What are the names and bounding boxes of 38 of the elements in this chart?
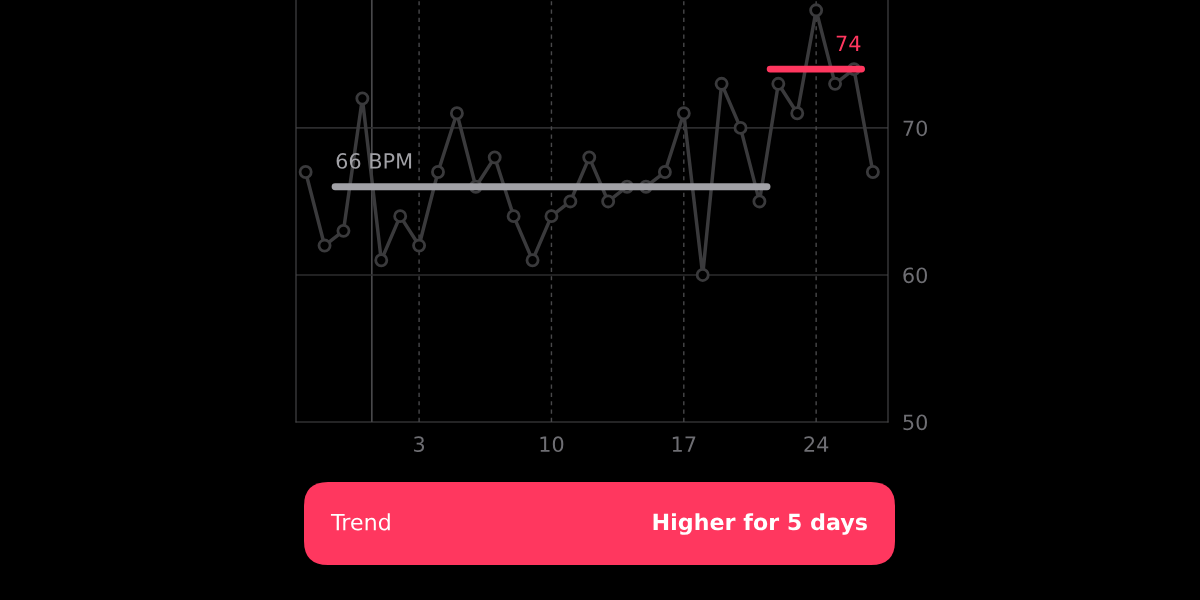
point [393, 209, 408, 224]
point [431, 165, 445, 179]
point [487, 150, 502, 165]
y-tick-label: 50 [903, 414, 928, 431]
point [374, 253, 389, 268]
point [676, 106, 691, 121]
point [506, 209, 521, 224]
point [563, 194, 578, 209]
point [828, 76, 842, 91]
point [336, 223, 351, 238]
point [809, 3, 824, 18]
point [695, 268, 710, 282]
point [449, 106, 464, 121]
point [298, 165, 313, 179]
x-tick-label: 10 [540, 436, 564, 453]
point [317, 238, 332, 253]
text: Trend [330, 513, 390, 531]
point [752, 194, 767, 209]
x-tick-label: 3 [414, 436, 425, 453]
annotation: 74 [836, 35, 861, 51]
point [544, 209, 559, 224]
point [412, 238, 427, 253]
point [790, 106, 805, 121]
point [657, 165, 672, 179]
point [733, 120, 748, 135]
x-tick-label: 24 [804, 436, 829, 452]
annotation: 66 BPM [336, 153, 412, 169]
point [771, 76, 786, 91]
y-tick-label: 70 [903, 120, 928, 137]
point [714, 76, 729, 91]
point [355, 91, 370, 106]
x-tick-label: 17 [672, 436, 696, 452]
point [865, 165, 880, 179]
point [525, 253, 540, 268]
point [601, 194, 616, 209]
y-tick-label: 60 [903, 267, 928, 284]
text: Higher for 5 days [653, 513, 867, 535]
point [582, 150, 597, 165]
